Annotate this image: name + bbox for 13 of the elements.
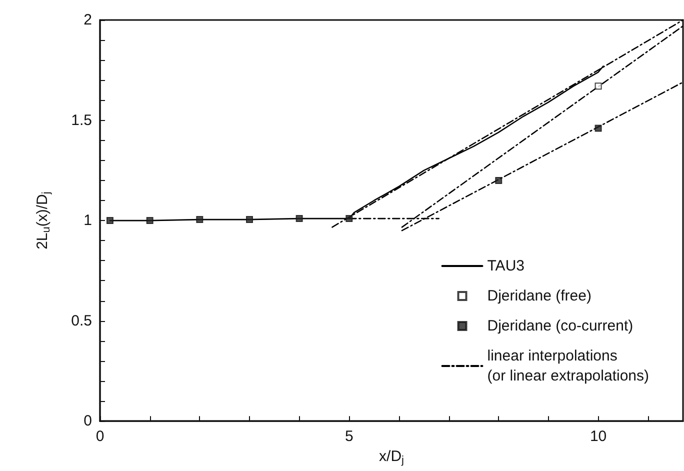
y-tick-label: 0.5	[71, 312, 92, 330]
legend-label: TAU3	[487, 258, 524, 274]
legend-label: Djeridane (co-current)	[487, 318, 634, 334]
x-tick-label: 10	[590, 428, 607, 446]
x-tick-label: 0	[96, 428, 104, 446]
y-axis-title: 2Lu(x)/Dj	[34, 192, 52, 250]
y-tick-label: 1.5	[71, 112, 92, 129]
y-tick-label: 2	[84, 12, 92, 28]
legend-label: linear interpolations (or linear extrapolations)	[487, 348, 650, 384]
x-tick-label: 5	[344, 428, 354, 446]
y-tick-label: 1	[84, 212, 92, 230]
y-tick-label: 0	[84, 412, 92, 430]
legend-label: Djeridane (free)	[487, 288, 592, 304]
